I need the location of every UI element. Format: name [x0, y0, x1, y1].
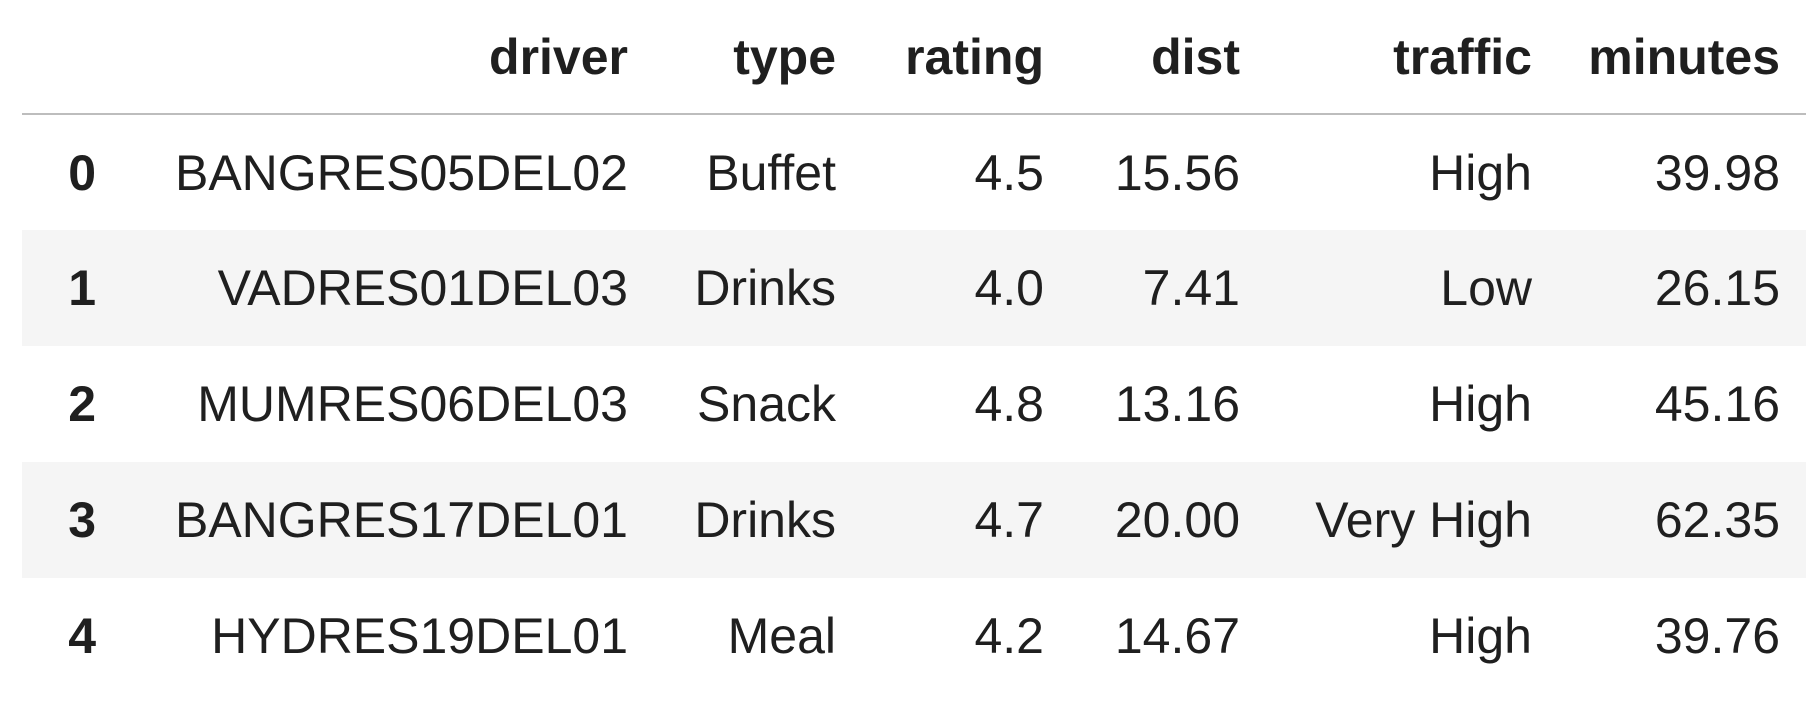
- cell-type: Meal: [727, 608, 836, 664]
- cell-type: Drinks: [694, 492, 836, 548]
- cell-dist: 14.67: [1114, 608, 1240, 664]
- table-row: 2 MUMRES06DEL03 Snack 4.8 13.16 High 45.…: [22, 346, 1806, 462]
- cell-dist: 7.41: [1142, 260, 1240, 316]
- cell-minutes: 39.76: [1654, 608, 1780, 664]
- cell-rating: 4.5: [974, 144, 1044, 201]
- cell-rating: 4.8: [974, 376, 1044, 432]
- cell-driver: MUMRES06DEL03: [197, 376, 628, 432]
- header-row: driver type rating dist traffic minutes: [22, 0, 1806, 114]
- header-driver: driver: [489, 28, 628, 85]
- cell-driver: HYDRES19DEL01: [211, 608, 628, 664]
- table-row: 4 HYDRES19DEL01 Meal 4.2 14.67 High 39.7…: [22, 578, 1806, 694]
- table-body: 0 BANGRES05DEL02 Buffet 4.5 15.56 High 3…: [22, 114, 1806, 694]
- row-index: 0: [68, 144, 96, 201]
- header-rating: rating: [905, 28, 1044, 85]
- cell-driver: BANGRES05DEL02: [174, 144, 628, 201]
- row-index: 3: [68, 492, 96, 548]
- cell-traffic: High: [1429, 144, 1532, 201]
- cell-rating: 4.7: [974, 492, 1044, 548]
- table-row: 0 BANGRES05DEL02 Buffet 4.5 15.56 High 3…: [22, 114, 1806, 230]
- cell-rating: 4.2: [974, 608, 1044, 664]
- row-index: 2: [68, 376, 96, 432]
- dataframe-table: driver type rating dist traffic minutes …: [22, 0, 1806, 694]
- cell-type: Snack: [697, 376, 836, 432]
- cell-driver: VADRES01DEL03: [217, 260, 628, 316]
- row-index: 1: [68, 260, 96, 316]
- table-header: driver type rating dist traffic minutes: [22, 0, 1806, 114]
- header-type: type: [733, 28, 836, 85]
- header-minutes: minutes: [1588, 28, 1780, 85]
- cell-minutes: 39.98: [1654, 144, 1780, 201]
- cell-type: Drinks: [694, 260, 836, 316]
- cell-dist: 13.16: [1114, 376, 1240, 432]
- cell-minutes: 62.35: [1654, 492, 1780, 548]
- cell-traffic: Low: [1440, 260, 1532, 316]
- cell-type: Buffet: [706, 144, 836, 201]
- cell-driver: BANGRES17DEL01: [174, 492, 628, 548]
- header-traffic: traffic: [1393, 28, 1532, 85]
- cell-minutes: 26.15: [1654, 260, 1780, 316]
- cell-rating: 4.0: [974, 260, 1044, 316]
- table-row: 3 BANGRES17DEL01 Drinks 4.7 20.00 Very H…: [22, 462, 1806, 578]
- table-row: 1 VADRES01DEL03 Drinks 4.0 7.41 Low 26.1…: [22, 230, 1806, 346]
- cell-minutes: 45.16: [1654, 376, 1780, 432]
- header-dist: dist: [1151, 28, 1240, 85]
- cell-dist: 15.56: [1114, 144, 1240, 201]
- cell-traffic: High: [1429, 376, 1532, 432]
- header-index: [22, 0, 122, 114]
- row-index: 4: [68, 608, 96, 664]
- cell-traffic: High: [1429, 608, 1532, 664]
- cell-traffic: Very High: [1315, 492, 1532, 548]
- cell-dist: 20.00: [1114, 492, 1240, 548]
- dataframe-output: driver type rating dist traffic minutes …: [22, 0, 1806, 694]
